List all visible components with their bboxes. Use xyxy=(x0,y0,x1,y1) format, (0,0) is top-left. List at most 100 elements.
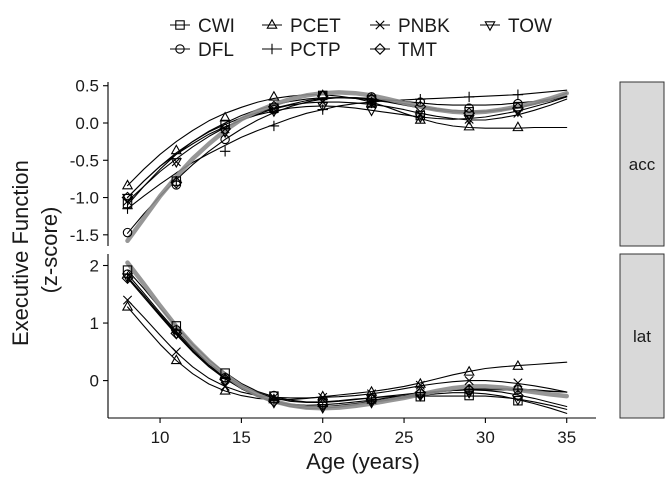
data-point-lat-pctp-shape xyxy=(512,384,524,395)
data-point-lat-tow-shape xyxy=(268,398,280,409)
series-line-lat-tmt xyxy=(126,277,568,408)
data-point-lat-pnbk xyxy=(269,392,279,402)
data-point-acc-tow-shape xyxy=(512,107,524,118)
legend: CWI DFL PCET PCTP PNBK TMT TOW xyxy=(170,16,552,61)
data-point-acc-tmt xyxy=(414,100,427,113)
data-point-acc-tow-shape xyxy=(317,102,329,113)
data-point-acc-pctp xyxy=(366,97,377,109)
data-point-lat-pnbk-shape xyxy=(513,378,523,388)
data-point-acc-pctp xyxy=(219,146,231,157)
y-axis-title: Executive Function (z-score) xyxy=(8,154,62,346)
data-point-lat-tmt-shape xyxy=(316,398,329,411)
legend-label-cwi: CWI xyxy=(198,16,235,37)
legend-label-pcet: PCET xyxy=(290,16,341,37)
data-point-acc-pcet xyxy=(463,120,475,131)
legend-key-marker-cwi xyxy=(175,20,185,30)
data-point-lat-tow xyxy=(268,398,280,409)
data-point-acc-tmt xyxy=(365,93,378,106)
facet-strip-label-lat: lat xyxy=(633,327,651,346)
data-point-acc-tmt-shape xyxy=(365,93,378,106)
legend-label-pnbk: PNBK xyxy=(398,16,450,37)
data-point-acc-tow xyxy=(317,102,329,113)
data-point-lat-pctp xyxy=(512,384,524,395)
data-point-acc-dfl xyxy=(122,227,133,238)
y-tick-label-lat: 1 xyxy=(90,314,99,333)
legend-item-pcet: PCET xyxy=(262,16,341,37)
x-tick-label: 10 xyxy=(151,428,170,447)
data-point-acc-dfl-shape xyxy=(464,103,474,113)
series-line-lat-pcet xyxy=(126,306,568,401)
data-point-acc-tmt xyxy=(267,100,280,113)
data-point-acc-pcet-shape xyxy=(121,179,134,190)
data-point-acc-pctp-shape xyxy=(317,104,328,115)
data-point-lat-tow-shape xyxy=(414,391,426,402)
data-point-acc-tmt xyxy=(316,90,329,103)
data-point-acc-pcet-shape xyxy=(268,90,280,101)
series-line-acc-dfl xyxy=(126,96,568,234)
legend-item-pnbk: PNBK xyxy=(370,16,450,37)
data-point-lat-pcet-shape xyxy=(512,359,524,370)
data-point-lat-pcet xyxy=(463,365,475,376)
legend-label-dfl: DFL xyxy=(198,40,234,61)
data-point-lat-tow xyxy=(219,378,231,389)
data-point-acc-tow-shape xyxy=(463,114,475,125)
data-point-lat-pnbk-shape xyxy=(171,347,181,357)
series-line-acc-pctp xyxy=(126,89,568,210)
data-point-lat-tmt-shape xyxy=(414,386,427,399)
data-point-lat-tow-shape xyxy=(317,403,329,414)
data-point-acc-tmt xyxy=(511,102,524,115)
legend-key-marker-dfl xyxy=(175,44,185,54)
data-point-lat-tmt-shape xyxy=(511,389,524,402)
data-point-acc-dfl-shape xyxy=(220,134,230,145)
data-point-lat-tow-shape xyxy=(121,273,134,284)
data-point-acc-pctp-shape xyxy=(366,97,377,109)
data-point-lat-tow xyxy=(317,403,329,414)
data-point-acc-tow-shape xyxy=(170,158,182,169)
data-point-acc-tow-shape xyxy=(414,113,426,124)
data-point-lat-pnbk-shape xyxy=(318,392,328,402)
panels: 0.5 0.0 -0.5 -1.0 -1.5 acc 2 1 0 lat xyxy=(70,77,665,419)
data-point-lat-tmt xyxy=(414,386,427,399)
data-point-acc-pctp xyxy=(122,203,133,214)
legend-key-marker-pcet-shape xyxy=(266,18,278,29)
legend-item-pctp: PCTP xyxy=(262,40,341,61)
y-tick-label-acc: 0.5 xyxy=(75,77,99,96)
data-point-acc-tmt-shape xyxy=(267,100,280,113)
data-point-lat-pnbk-shape xyxy=(269,392,279,402)
data-point-acc-dfl xyxy=(464,103,474,113)
series-line-acc-pcet xyxy=(126,94,568,187)
data-point-acc-tmt-shape xyxy=(463,107,476,120)
panel-lat: 2 1 0 lat xyxy=(90,253,665,419)
data-point-lat-tmt xyxy=(511,389,524,402)
legend-key-marker-tow-shape xyxy=(484,21,496,32)
data-point-lat-tow-shape xyxy=(512,395,524,406)
data-point-acc-tow xyxy=(121,193,134,204)
y-tick-label-acc: -0.5 xyxy=(70,151,99,170)
data-point-acc-pcet xyxy=(317,89,329,100)
data-point-acc-pcet xyxy=(268,90,280,101)
data-point-acc-tow xyxy=(365,106,378,117)
data-point-acc-pctp-shape xyxy=(268,120,280,132)
legend-item-dfl: DFL xyxy=(170,40,234,61)
data-point-lat-pnbk xyxy=(171,347,181,357)
data-point-acc-tow-shape xyxy=(365,106,378,117)
data-point-lat-tmt xyxy=(463,383,476,396)
x-tick-label: 15 xyxy=(232,428,251,447)
x-axis: 10 15 20 25 30 35 xyxy=(108,417,596,447)
data-point-lat-tow-shape xyxy=(463,388,475,400)
y-tick-label-acc: 0.0 xyxy=(75,114,99,133)
data-point-acc-pctp xyxy=(317,104,328,115)
data-point-acc-pcet-shape xyxy=(317,89,329,100)
y-tick-label-lat: 0 xyxy=(90,372,99,391)
data-point-acc-tow-shape xyxy=(121,193,134,204)
data-point-acc-pctp xyxy=(463,91,475,103)
data-point-lat-pnbk xyxy=(513,378,523,388)
legend-item-tow: TOW xyxy=(480,16,552,37)
data-point-lat-tmt xyxy=(219,373,232,386)
legend-label-pctp: PCTP xyxy=(290,40,341,61)
data-point-acc-tmt xyxy=(463,107,476,120)
series-line-acc-pnbk xyxy=(126,98,568,202)
data-point-lat-tow xyxy=(121,273,134,284)
data-point-lat-tow xyxy=(170,329,182,340)
